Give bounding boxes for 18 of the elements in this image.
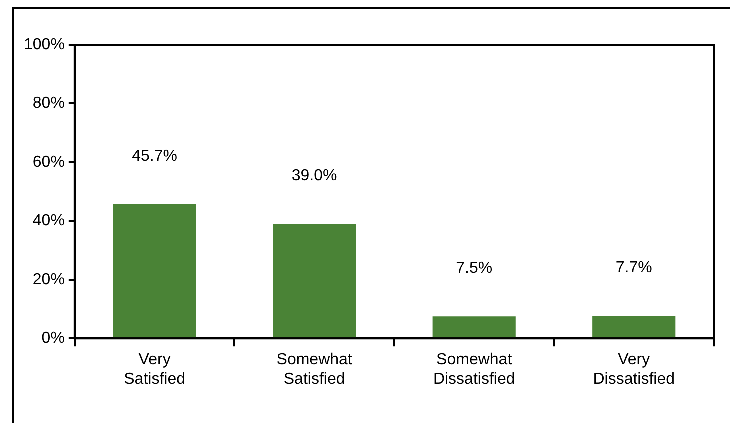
y-tick-label: 40% xyxy=(32,212,65,230)
data-label: 7.7% xyxy=(616,259,652,276)
y-tick-label: 20% xyxy=(32,271,65,288)
y-tick-label: 100% xyxy=(24,36,65,54)
bar xyxy=(273,224,356,338)
x-tick-label: Somewhat Dissatisfied xyxy=(433,352,516,388)
x-tick-label: Very Satisfied xyxy=(124,352,186,388)
y-tick-label: 80% xyxy=(32,95,65,112)
bar xyxy=(592,316,676,338)
y-tick-label: 60% xyxy=(32,154,65,171)
bar xyxy=(432,316,516,338)
data-label: 7.5% xyxy=(456,260,493,277)
bar xyxy=(113,204,196,338)
data-label: 39.0% xyxy=(292,168,338,184)
x-tick-label: Very Dissatisfied xyxy=(593,352,676,388)
y-tick-label: 0% xyxy=(42,330,65,348)
data-label: 45.7% xyxy=(132,148,178,165)
x-tick-label: Somewhat Satisfied xyxy=(276,352,353,388)
